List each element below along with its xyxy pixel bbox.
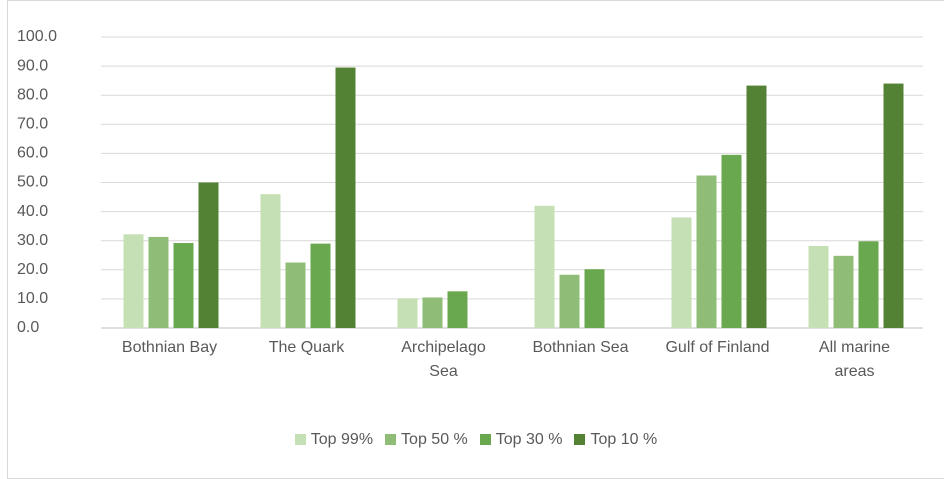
bar [746, 85, 767, 328]
x-tick-label: Bothnian Sea [532, 339, 629, 356]
legend-item: Top 30 % [479, 431, 563, 449]
bar [198, 182, 219, 328]
bar [883, 83, 904, 328]
x-tick-label: Archipelago Sea [401, 339, 486, 380]
bar [559, 274, 580, 328]
bar [584, 269, 605, 328]
x-tick-label: Gulf of Finland [665, 339, 770, 356]
bar [148, 236, 169, 328]
y-tick-label: 60.0 [17, 145, 48, 162]
y-tick-label: 100.0 [17, 28, 57, 45]
legend-item: Top 99% [294, 431, 374, 449]
y-tick-label: 20.0 [17, 261, 48, 278]
y-tick-label: 50.0 [17, 174, 48, 191]
legend-label: Top 10 % [590, 431, 658, 448]
bar [721, 154, 742, 328]
legend-label: Top 50 % [401, 431, 468, 448]
bar [123, 234, 144, 328]
bar [696, 175, 717, 328]
chart-frame: 0.0 10.0 20.0 30.0 40.0 50.0 60.0 70.0 80.0 90.0 1… [7, 0, 944, 479]
y-tick-label: 80.0 [17, 86, 48, 103]
y-tick-label: 0.0 [17, 319, 39, 336]
bar [335, 67, 356, 329]
bar [858, 241, 879, 328]
bar [310, 243, 331, 328]
y-tick-label: 30.0 [17, 232, 48, 249]
legend-item: Top 50 % [385, 431, 468, 449]
y-tick-label: 90.0 [17, 57, 48, 74]
bar [833, 255, 854, 328]
bar [671, 217, 692, 328]
bar [534, 205, 555, 328]
legend-swatch [479, 434, 491, 445]
bar [285, 262, 306, 328]
chart: 0.0 10.0 20.0 30.0 40.0 50.0 60.0 70.0 80.0 90.0 1… [17, 28, 923, 336]
bar [173, 243, 194, 328]
y-tick-label: 70.0 [17, 116, 48, 133]
bar [447, 291, 468, 328]
bar [422, 297, 443, 328]
legend: Top 99% Top 50 % Top 30 % Top 10 % [8, 431, 944, 449]
y-tick-label: 40.0 [17, 203, 48, 220]
legend-label: Top 99% [310, 431, 374, 448]
legend-swatch [294, 434, 306, 445]
legend-label: Top 30 % [495, 431, 563, 448]
legend-swatch [574, 434, 586, 445]
x-tick-label: All marine areas [818, 339, 891, 380]
legend-item: Top 10 % [574, 431, 657, 449]
y-tick-label: 10.0 [17, 290, 48, 307]
bar [397, 298, 418, 328]
bar [808, 245, 829, 328]
x-tick-label: The Quark [268, 339, 345, 356]
legend-swatch [385, 434, 397, 445]
x-tick-label: Bothnian Bay [121, 339, 218, 356]
bar [260, 194, 281, 328]
